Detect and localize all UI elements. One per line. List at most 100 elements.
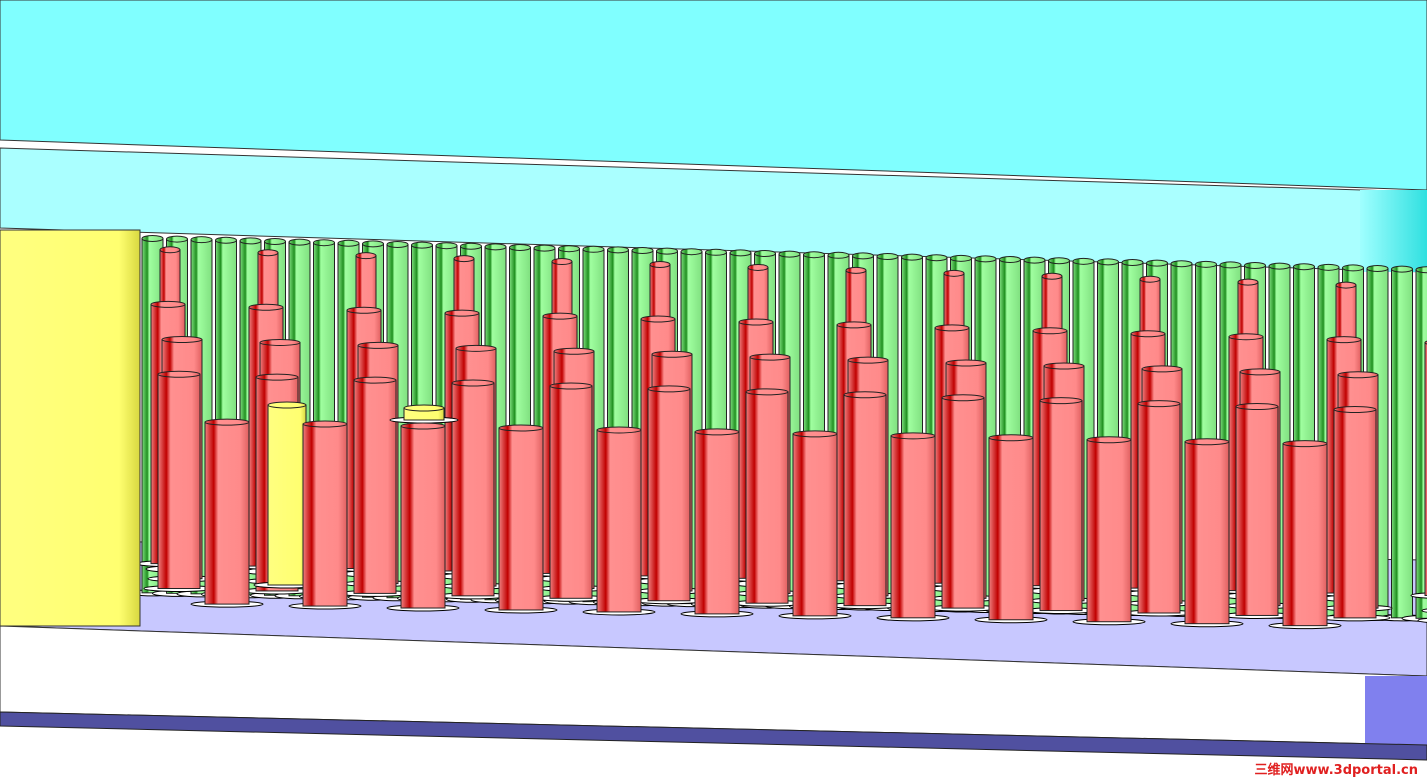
pin-top bbox=[346, 306, 382, 314]
pin-top bbox=[852, 252, 874, 260]
pin-top bbox=[353, 376, 397, 384]
pin-top bbox=[1086, 436, 1132, 444]
pin bbox=[1184, 441, 1230, 625]
pin-top bbox=[843, 391, 887, 399]
pins bbox=[127, 234, 1427, 630]
pin-top bbox=[876, 253, 899, 261]
pin-top bbox=[1195, 260, 1217, 268]
pin bbox=[267, 404, 307, 586]
top-plate bbox=[0, 0, 1427, 191]
pin-top bbox=[255, 373, 299, 381]
pin-top bbox=[1268, 262, 1291, 270]
pin-top bbox=[1139, 275, 1161, 283]
pin bbox=[1235, 406, 1279, 616]
pin-top bbox=[1235, 403, 1279, 411]
pin-hole bbox=[1410, 592, 1427, 599]
pin-top bbox=[941, 394, 985, 402]
watermark: 三维网www.3dportal.cn bbox=[1255, 762, 1418, 778]
pin bbox=[792, 433, 838, 617]
pin bbox=[451, 382, 495, 597]
pin-top bbox=[549, 382, 593, 390]
pin bbox=[1333, 408, 1377, 619]
pin-top bbox=[1184, 438, 1230, 446]
pin-top bbox=[749, 353, 791, 361]
pin-top bbox=[1146, 259, 1168, 267]
pin-top bbox=[1141, 365, 1183, 373]
pin-top bbox=[166, 235, 188, 243]
pin-top bbox=[901, 253, 923, 261]
pin-top bbox=[647, 385, 691, 393]
pin bbox=[890, 435, 936, 619]
pin bbox=[941, 397, 985, 609]
pin-top bbox=[403, 404, 445, 412]
pin-top bbox=[264, 237, 286, 245]
pin-top bbox=[551, 258, 573, 266]
pin-top bbox=[1342, 264, 1364, 272]
pin-top bbox=[950, 254, 972, 262]
pin-top bbox=[1415, 266, 1427, 274]
pin-top bbox=[484, 243, 507, 251]
pin-top bbox=[1039, 397, 1083, 405]
pin-top bbox=[747, 263, 769, 271]
pin-top bbox=[651, 350, 693, 358]
pin-top bbox=[239, 237, 262, 245]
pin-top bbox=[444, 309, 480, 317]
pin-top bbox=[934, 324, 970, 332]
pin-top bbox=[1335, 281, 1357, 289]
pin-top bbox=[778, 250, 801, 258]
pin-top bbox=[386, 240, 409, 248]
pin-top bbox=[836, 321, 872, 329]
pin-hole bbox=[1417, 617, 1427, 623]
pin-top bbox=[159, 246, 181, 254]
pin-top bbox=[754, 250, 776, 258]
pin bbox=[549, 385, 593, 599]
pin-top bbox=[558, 245, 580, 253]
pin-top bbox=[267, 401, 307, 409]
pin bbox=[400, 425, 446, 609]
pin bbox=[843, 394, 887, 607]
yellow-cylinder bbox=[0, 229, 141, 627]
bottom-strip bbox=[0, 711, 1427, 761]
pin-top bbox=[150, 300, 186, 308]
base-edge-shade bbox=[1365, 676, 1427, 746]
pin-top bbox=[845, 266, 867, 274]
pin-top bbox=[248, 303, 284, 311]
pin-top bbox=[1333, 405, 1377, 413]
pin-top bbox=[582, 245, 605, 253]
pin-top bbox=[607, 246, 629, 254]
pin-top bbox=[656, 247, 678, 255]
pin bbox=[353, 379, 397, 594]
pin-top bbox=[792, 430, 838, 438]
pin-top bbox=[357, 341, 399, 349]
pin-top bbox=[1097, 258, 1119, 266]
pin-top bbox=[1237, 278, 1259, 286]
pin-top bbox=[553, 347, 595, 355]
base-edge bbox=[0, 625, 1427, 746]
pin-top bbox=[302, 420, 348, 428]
pin bbox=[647, 388, 691, 602]
pin-top bbox=[925, 254, 948, 262]
pin-top bbox=[999, 256, 1021, 264]
pin bbox=[1137, 403, 1181, 614]
pin-top bbox=[1293, 263, 1315, 271]
pin bbox=[694, 431, 740, 615]
pin-top bbox=[257, 249, 279, 257]
pin-top bbox=[1337, 371, 1379, 379]
pin-top bbox=[455, 344, 497, 352]
plate-edge-shade bbox=[1360, 190, 1427, 272]
pin-top bbox=[631, 247, 654, 255]
pin-top bbox=[542, 312, 578, 320]
pin-top bbox=[1043, 362, 1085, 370]
pin-top bbox=[190, 236, 213, 244]
pin bbox=[988, 437, 1034, 621]
pin-top bbox=[1244, 262, 1266, 270]
pin-top bbox=[411, 241, 433, 249]
pin bbox=[1282, 443, 1328, 627]
pin bbox=[204, 421, 250, 605]
pin bbox=[157, 373, 201, 590]
pin-top bbox=[945, 359, 987, 367]
pin-top bbox=[640, 315, 676, 323]
pin-top bbox=[1239, 368, 1281, 376]
